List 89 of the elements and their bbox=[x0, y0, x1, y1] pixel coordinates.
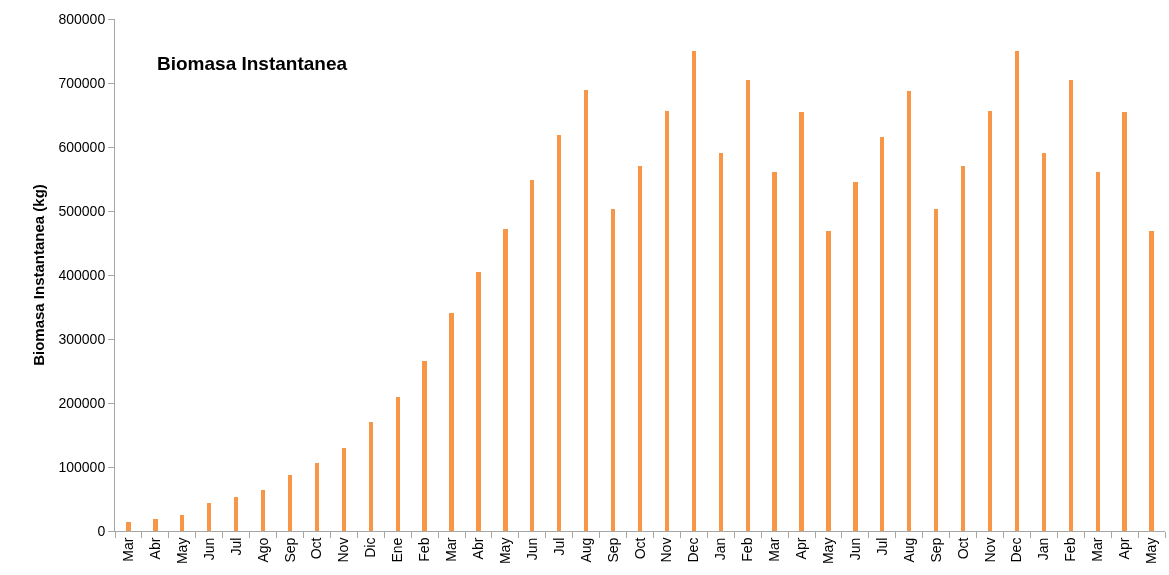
y-tick-label: 400000 bbox=[58, 266, 106, 283]
x-tick-label: Sep bbox=[604, 537, 621, 563]
x-tick-label: Dec bbox=[1008, 537, 1025, 563]
x-tick-label: Dic bbox=[362, 537, 379, 558]
bar bbox=[1122, 112, 1127, 531]
x-tick-label: Oct bbox=[631, 537, 648, 560]
bar bbox=[1068, 80, 1073, 531]
x-tick-label: Mar bbox=[1089, 537, 1106, 562]
bar bbox=[180, 515, 185, 531]
bar bbox=[745, 80, 750, 531]
x-tick-label: Feb bbox=[416, 537, 433, 562]
bar bbox=[1014, 51, 1020, 531]
bar bbox=[503, 228, 508, 531]
x-tick-label: Abr bbox=[146, 537, 163, 560]
y-tick-label: 600000 bbox=[58, 138, 106, 155]
bar bbox=[664, 111, 670, 531]
x-tick-label: Jul bbox=[550, 537, 567, 556]
bar bbox=[341, 447, 346, 531]
bar bbox=[960, 165, 966, 531]
x-tick-label: Feb bbox=[1062, 537, 1079, 562]
bar bbox=[610, 209, 616, 531]
bar bbox=[207, 502, 212, 531]
bar bbox=[314, 463, 320, 531]
bar bbox=[126, 522, 131, 531]
bar bbox=[422, 360, 427, 531]
x-tick-label: Dec bbox=[685, 537, 702, 563]
bar bbox=[1041, 152, 1046, 531]
x-tick-label: Jul bbox=[227, 537, 244, 556]
bar bbox=[476, 271, 481, 531]
bar bbox=[395, 397, 400, 531]
bar bbox=[907, 91, 912, 531]
x-tick-label: Jul bbox=[873, 537, 890, 556]
x-tick-label: Ago bbox=[254, 537, 271, 563]
y-tick-label: 0 bbox=[97, 522, 106, 539]
x-tick-label: Jun bbox=[200, 537, 217, 561]
x-tick-label: Nov bbox=[981, 537, 998, 563]
bar bbox=[826, 231, 831, 531]
x-tick-label: Sep bbox=[281, 537, 298, 563]
x-tick-label: Jan bbox=[1035, 537, 1052, 561]
x-tick-label: May bbox=[173, 537, 190, 565]
bar bbox=[530, 180, 535, 531]
bar bbox=[368, 421, 373, 531]
x-tick-label: Sep bbox=[927, 537, 944, 563]
bar bbox=[987, 111, 993, 531]
bar bbox=[153, 518, 158, 531]
x-tick-label: Feb bbox=[739, 537, 756, 562]
x-tick-label: Jun bbox=[846, 537, 863, 561]
x-tick-label: Aug bbox=[900, 537, 917, 563]
x-tick-label: Mar bbox=[120, 537, 137, 562]
x-tick-label: Apr bbox=[793, 537, 810, 560]
bar bbox=[637, 165, 643, 531]
bar bbox=[691, 51, 696, 531]
text: Biomasa Instantanea bbox=[157, 52, 348, 74]
y-tick-label: 800000 bbox=[58, 10, 106, 27]
x-tick-label: Oct bbox=[954, 537, 971, 560]
bar bbox=[234, 497, 239, 531]
x-tick-label: Aug bbox=[577, 537, 594, 563]
x-tick-label: Mar bbox=[766, 537, 783, 562]
x-tick-label: Ene bbox=[389, 537, 406, 563]
bar bbox=[1149, 231, 1154, 531]
x-tick-label: Jan bbox=[712, 537, 729, 561]
bar bbox=[1095, 171, 1100, 531]
y-tick-label: 500000 bbox=[58, 202, 106, 219]
bar bbox=[772, 171, 777, 531]
x-tick-label: Nov bbox=[658, 537, 675, 563]
x-tick-label: May bbox=[820, 537, 837, 565]
bar bbox=[718, 152, 723, 531]
bar bbox=[584, 90, 589, 531]
bar bbox=[449, 312, 454, 531]
bar bbox=[880, 136, 885, 531]
x-tick-label: Mar bbox=[443, 537, 460, 562]
x-tick-label: Nov bbox=[335, 537, 352, 563]
x-tick-label: May bbox=[1143, 537, 1160, 565]
bar bbox=[557, 134, 562, 531]
x-tick-label: Apr bbox=[1116, 537, 1133, 560]
x-tick-label: Jun bbox=[523, 537, 540, 561]
x-tick-label: Abr bbox=[470, 537, 487, 560]
bar bbox=[287, 474, 293, 531]
y-axis-title: Biomasa Instantanea (kg) bbox=[29, 184, 47, 366]
y-tick-label: 200000 bbox=[58, 394, 106, 411]
bar bbox=[934, 209, 939, 531]
bar bbox=[260, 490, 266, 531]
y-tick-label: 300000 bbox=[58, 330, 106, 347]
bar bbox=[853, 181, 858, 531]
y-tick-label: 100000 bbox=[58, 458, 106, 475]
y-tick-label: 700000 bbox=[58, 74, 106, 91]
bar bbox=[799, 112, 804, 531]
x-tick-label: May bbox=[496, 537, 513, 565]
x-tick-label: Oct bbox=[308, 537, 325, 560]
